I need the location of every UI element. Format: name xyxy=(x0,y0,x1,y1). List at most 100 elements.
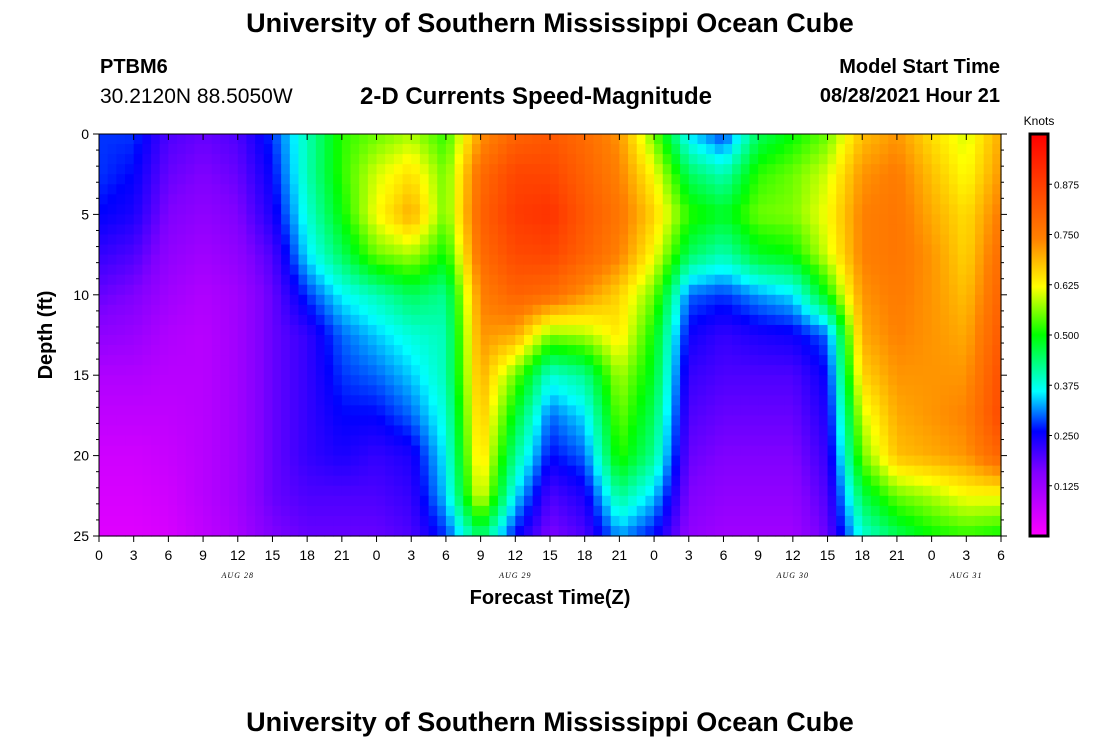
heatmap-cell xyxy=(532,485,542,497)
heatmap-cell xyxy=(636,154,646,165)
heatmap-cell xyxy=(133,134,143,145)
heatmap-cell xyxy=(532,335,542,346)
heatmap-cell xyxy=(402,415,412,427)
heatmap-cell xyxy=(567,385,577,396)
heatmap-cell xyxy=(766,324,777,336)
heatmap-cell xyxy=(523,174,534,185)
heatmap-cell xyxy=(237,465,248,477)
heatmap-cell xyxy=(367,485,378,497)
heatmap-cell xyxy=(506,515,516,527)
heatmap-cell xyxy=(827,324,837,336)
heatmap-cell xyxy=(853,525,863,537)
heatmap-cell xyxy=(324,194,334,205)
heatmap-cell xyxy=(827,294,837,306)
heatmap-cell xyxy=(211,525,222,537)
heatmap-cell xyxy=(775,515,785,527)
heatmap-cell xyxy=(411,465,421,477)
heatmap-cell xyxy=(437,425,447,437)
heatmap-cell xyxy=(194,214,204,226)
heatmap-cell xyxy=(220,335,230,346)
heatmap-cell xyxy=(558,254,568,266)
heatmap-cell xyxy=(541,144,551,155)
heatmap-cell xyxy=(445,365,456,376)
heatmap-cell xyxy=(367,475,378,487)
heatmap-cell xyxy=(940,254,950,266)
heatmap-cell xyxy=(836,304,846,316)
heatmap-cell xyxy=(619,465,629,477)
heatmap-cell xyxy=(125,365,135,376)
heatmap-cell xyxy=(385,405,395,416)
heatmap-cell xyxy=(671,284,681,296)
heatmap-cell xyxy=(966,445,976,457)
heatmap-cell xyxy=(940,475,950,487)
heatmap-cell xyxy=(515,445,525,457)
heatmap-cell xyxy=(289,455,300,467)
heatmap-cell xyxy=(784,204,794,215)
heatmap-cell xyxy=(324,395,334,406)
heatmap-cell xyxy=(324,505,334,517)
heatmap-cell xyxy=(914,314,924,326)
heatmap-cell xyxy=(246,485,256,497)
heatmap-cell xyxy=(324,284,334,296)
heatmap-cell xyxy=(948,445,959,457)
heatmap-cell xyxy=(315,264,326,276)
heatmap-cell xyxy=(116,525,126,537)
heatmap-cell xyxy=(688,505,699,517)
heatmap-cell xyxy=(758,435,768,447)
heatmap-cell xyxy=(142,274,152,286)
heatmap-cell xyxy=(931,455,941,467)
heatmap-cell xyxy=(419,465,430,477)
heatmap-cell xyxy=(801,204,811,215)
heatmap-cell xyxy=(151,495,161,507)
heatmap-cell xyxy=(940,154,950,165)
heatmap-cell xyxy=(836,385,846,396)
heatmap-cell xyxy=(177,324,187,336)
heatmap-cell xyxy=(654,164,664,175)
heatmap-cell xyxy=(315,465,326,477)
heatmap-cell xyxy=(558,385,568,396)
heatmap-cell xyxy=(775,184,785,195)
heatmap-cell xyxy=(567,405,577,416)
heatmap-cell xyxy=(281,405,291,416)
heatmap-cell xyxy=(680,435,690,447)
heatmap-cell xyxy=(385,204,395,215)
heatmap-cell xyxy=(550,395,560,406)
heatmap-cell xyxy=(801,385,811,396)
heatmap-cell xyxy=(654,324,664,336)
heatmap-cell xyxy=(827,144,837,155)
heatmap-cell xyxy=(315,314,326,326)
heatmap-cell xyxy=(359,465,369,477)
heatmap-cell xyxy=(619,335,629,346)
heatmap-cell xyxy=(931,495,941,507)
heatmap-cell xyxy=(229,455,239,467)
heatmap-cell xyxy=(142,465,152,477)
heatmap-cell xyxy=(723,224,733,236)
heatmap-cell xyxy=(376,294,386,306)
heatmap-cell xyxy=(645,174,655,185)
heatmap-cell xyxy=(229,515,239,527)
heatmap-cell xyxy=(931,224,941,236)
heatmap-cell xyxy=(489,475,499,487)
heatmap-cell xyxy=(992,425,1002,437)
heatmap-cell xyxy=(133,214,143,226)
heatmap-cell xyxy=(792,224,803,236)
heatmap-cell xyxy=(367,525,378,537)
heatmap-cell xyxy=(992,445,1002,457)
heatmap-cell xyxy=(862,274,872,286)
heatmap-cell xyxy=(151,335,161,346)
heatmap-cell xyxy=(506,405,516,416)
heatmap-cell xyxy=(602,425,612,437)
heatmap-cell xyxy=(567,345,577,356)
heatmap-cell xyxy=(255,435,265,447)
heatmap-cell xyxy=(853,495,863,507)
heatmap-cell xyxy=(99,485,109,497)
heatmap-cell xyxy=(966,244,976,256)
heatmap-cell xyxy=(610,294,620,306)
heatmap-cell xyxy=(697,475,707,487)
heatmap-cell xyxy=(870,184,881,195)
heatmap-cell xyxy=(593,485,603,497)
heatmap-cell xyxy=(246,435,256,447)
heatmap-cell xyxy=(411,435,421,447)
heatmap-cell xyxy=(116,324,126,336)
heatmap-cell xyxy=(818,375,829,386)
